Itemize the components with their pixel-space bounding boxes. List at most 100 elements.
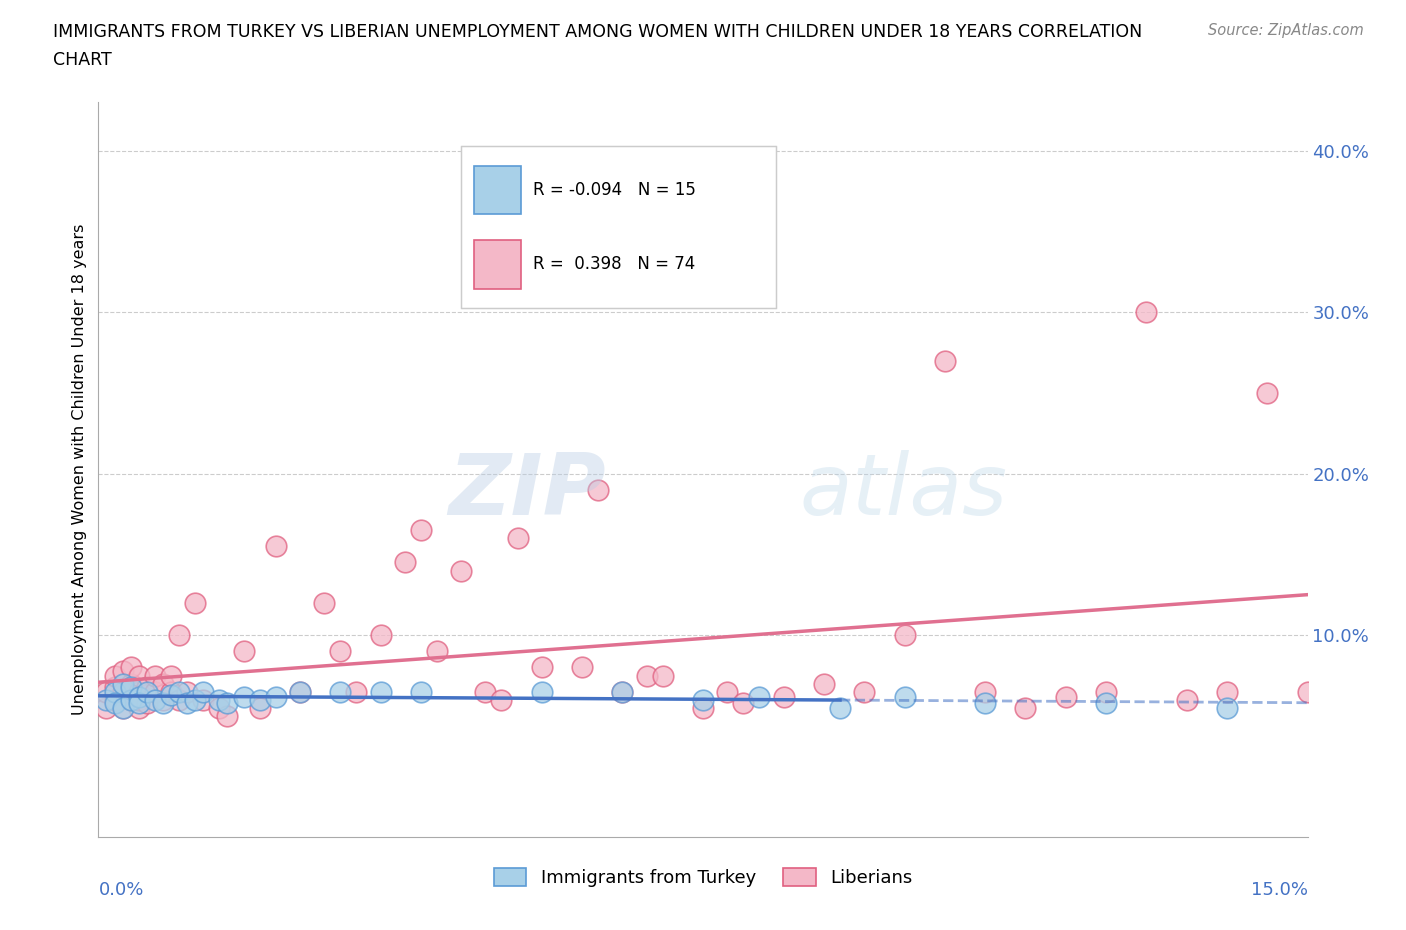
Point <box>249 700 271 715</box>
Point <box>208 692 231 707</box>
Point <box>152 692 174 707</box>
Point <box>232 689 254 704</box>
Point <box>733 696 755 711</box>
Text: CHART: CHART <box>53 51 112 69</box>
Point <box>426 644 449 658</box>
Point <box>1095 696 1118 711</box>
Point <box>586 483 609 498</box>
Point <box>636 668 658 683</box>
Point <box>1216 684 1239 699</box>
Point <box>96 692 118 707</box>
Point <box>120 692 142 707</box>
Text: ZIP: ZIP <box>449 450 606 533</box>
Point <box>329 684 352 699</box>
Point <box>167 692 190 707</box>
Point <box>651 668 673 683</box>
Point <box>96 684 118 699</box>
Point <box>571 660 593 675</box>
Point <box>506 531 529 546</box>
Point <box>530 684 553 699</box>
Point <box>103 684 125 699</box>
Text: 0.0%: 0.0% <box>98 881 143 899</box>
Point <box>974 684 997 699</box>
Point <box>184 692 207 707</box>
Point <box>184 595 207 610</box>
Point <box>748 689 770 704</box>
Point <box>692 700 714 715</box>
Point <box>176 696 198 711</box>
Point <box>152 696 174 711</box>
Text: atlas: atlas <box>800 450 1008 533</box>
Point <box>370 684 392 699</box>
Point <box>193 684 215 699</box>
Point <box>288 684 311 699</box>
Point <box>135 696 157 711</box>
Point <box>208 700 231 715</box>
Point <box>1256 386 1278 401</box>
Point <box>120 660 142 675</box>
Point <box>135 684 157 699</box>
Point <box>1095 684 1118 699</box>
Point <box>111 684 134 699</box>
Point <box>128 696 150 711</box>
Point <box>176 684 198 699</box>
Point <box>893 689 915 704</box>
Point <box>409 523 432 538</box>
Point <box>249 692 271 707</box>
Point <box>612 684 634 699</box>
Point <box>160 684 183 699</box>
Point <box>264 689 287 704</box>
Point <box>128 684 150 699</box>
Point <box>160 687 183 702</box>
Point <box>128 689 150 704</box>
Point <box>716 684 738 699</box>
Text: IMMIGRANTS FROM TURKEY VS LIBERIAN UNEMPLOYMENT AMONG WOMEN WITH CHILDREN UNDER : IMMIGRANTS FROM TURKEY VS LIBERIAN UNEMP… <box>53 23 1143 41</box>
Point <box>264 538 287 553</box>
Point <box>111 700 134 715</box>
Point <box>120 680 142 695</box>
Point <box>193 692 215 707</box>
Point <box>329 644 352 658</box>
Point <box>167 628 190 643</box>
Legend: Immigrants from Turkey, Liberians: Immigrants from Turkey, Liberians <box>486 860 920 894</box>
Point <box>1054 689 1077 704</box>
Point <box>143 668 166 683</box>
Point <box>111 700 134 715</box>
Point <box>530 660 553 675</box>
Point <box>1135 305 1157 320</box>
Point <box>772 689 794 704</box>
Point <box>128 668 150 683</box>
Point <box>474 684 496 699</box>
Point <box>612 684 634 699</box>
Point <box>120 676 142 691</box>
Point <box>1014 700 1036 715</box>
Point <box>160 668 183 683</box>
Point <box>1216 700 1239 715</box>
Point <box>96 700 118 715</box>
Point <box>853 684 876 699</box>
Y-axis label: Unemployment Among Women with Children Under 18 years: Unemployment Among Women with Children U… <box>72 224 87 715</box>
Text: Source: ZipAtlas.com: Source: ZipAtlas.com <box>1208 23 1364 38</box>
Point <box>143 684 166 699</box>
Point <box>1175 692 1198 707</box>
Point <box>692 692 714 707</box>
Point <box>103 680 125 695</box>
Point <box>409 684 432 699</box>
Point <box>217 696 239 711</box>
Point <box>344 684 367 699</box>
Point <box>167 684 190 699</box>
Point <box>111 663 134 678</box>
Point <box>128 700 150 715</box>
Point <box>394 555 416 570</box>
Point <box>974 696 997 711</box>
Point <box>120 692 142 707</box>
Point <box>288 684 311 699</box>
Point <box>135 680 157 695</box>
Point <box>143 692 166 707</box>
Point <box>828 700 851 715</box>
Point <box>232 644 254 658</box>
Point <box>934 353 956 368</box>
Point <box>128 692 150 707</box>
Point <box>111 676 134 691</box>
Point <box>217 709 239 724</box>
